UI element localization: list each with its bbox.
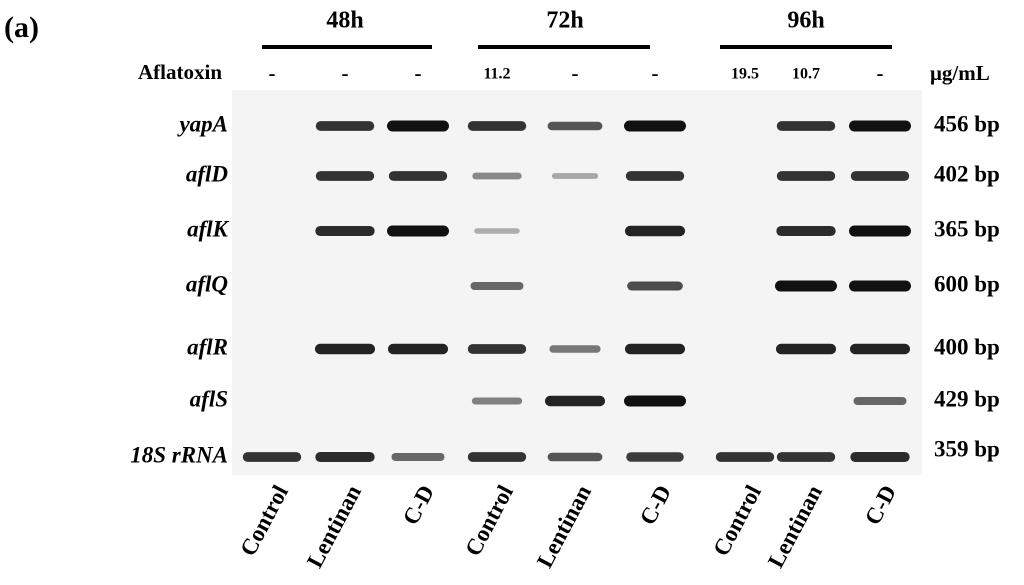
aflatoxin-value: 19.5 (731, 66, 759, 83)
band (776, 225, 836, 237)
aflatoxin-value: - (572, 61, 579, 85)
lane-label: C-D (398, 481, 439, 529)
aflatoxin-value: - (342, 61, 349, 85)
band (551, 173, 599, 179)
band (474, 228, 520, 234)
group-label: 48h (326, 8, 363, 34)
panel-label: (a) (4, 11, 39, 44)
gene-label: aflR (187, 334, 228, 359)
band-size: 400 bp (934, 334, 1000, 359)
group-label: 72h (546, 8, 583, 34)
gene-label: 18S rRNA (130, 442, 228, 467)
lane-label: Control (235, 481, 293, 560)
aflatoxin-value: 11.2 (483, 66, 510, 83)
band (849, 120, 911, 132)
band (387, 120, 449, 132)
band (242, 452, 302, 462)
band (315, 451, 375, 463)
band (776, 121, 836, 131)
band (467, 121, 527, 131)
band (624, 395, 686, 407)
aflatoxin-value: 10.7 (792, 66, 820, 83)
lane-label: C-D (635, 481, 676, 529)
lane-label: Control (460, 481, 518, 560)
aflatoxin-value: - (415, 61, 422, 85)
band (391, 453, 445, 461)
band (715, 452, 775, 462)
lane-label: Lentinan (302, 481, 366, 572)
band (775, 280, 837, 292)
band (544, 395, 606, 407)
band-size: 402 bp (934, 161, 1000, 186)
band (387, 225, 449, 237)
band (850, 451, 910, 463)
band (388, 171, 448, 181)
band-size: 359 bp (934, 436, 1000, 461)
band (470, 282, 524, 290)
band (849, 280, 911, 292)
band (626, 452, 684, 462)
band (467, 344, 527, 354)
aflatoxin-value: - (877, 61, 884, 85)
band (849, 225, 911, 237)
lane-label: Control (708, 481, 766, 560)
group-label: 96h (787, 8, 824, 34)
band (549, 345, 601, 353)
band (776, 171, 836, 181)
band (624, 120, 686, 132)
band (850, 171, 910, 181)
lane-label: Lentinan (763, 481, 827, 572)
gene-label: aflS (190, 386, 228, 411)
band (471, 397, 523, 405)
band (547, 452, 603, 462)
gene-label: yapA (176, 111, 228, 136)
aflatoxin-value: - (652, 61, 659, 85)
aflatoxin-value: - (269, 61, 276, 85)
band-size: 456 bp (934, 111, 1000, 136)
band (849, 343, 911, 355)
band (315, 171, 375, 181)
band (547, 121, 603, 131)
band (472, 172, 522, 180)
gene-label: aflQ (186, 271, 228, 296)
gene-label: aflK (187, 216, 230, 241)
aflatoxin-unit: μg/mL (930, 61, 990, 85)
band (775, 343, 837, 355)
band (314, 343, 376, 355)
band (467, 452, 527, 462)
gene-label: aflD (186, 161, 229, 186)
lane-label: C-D (860, 481, 901, 529)
band (625, 171, 685, 181)
band (315, 121, 375, 131)
band (627, 281, 683, 291)
band-size: 600 bp (934, 271, 1000, 296)
band (315, 225, 375, 237)
band (853, 397, 907, 405)
band-size: 429 bp (934, 386, 1000, 411)
lane-label: Lentinan (532, 481, 596, 572)
band (624, 225, 686, 237)
aflatoxin-label: Aflatoxin (138, 60, 222, 84)
band (387, 343, 449, 355)
band-size: 365 bp (934, 216, 1000, 241)
band (624, 343, 686, 355)
band (776, 452, 836, 462)
